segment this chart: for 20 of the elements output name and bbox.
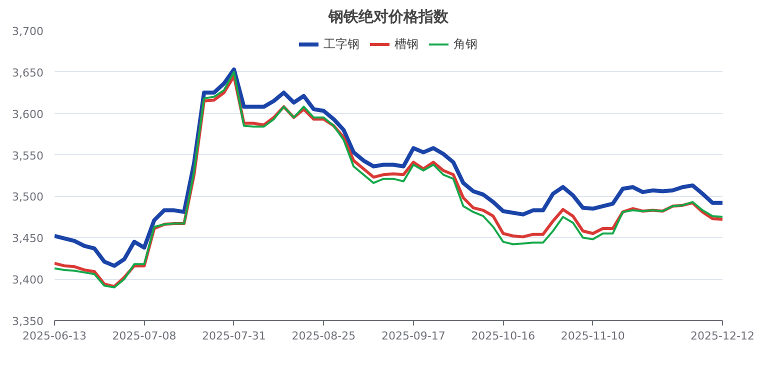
x-tick-label: 2025-09-17: [381, 330, 446, 342]
legend-label: 槽钢: [394, 36, 418, 52]
y-tick-label: 3,400: [12, 274, 44, 287]
y-tick-label: 3,350: [12, 315, 44, 328]
y-tick-label: 3,600: [12, 108, 44, 121]
x-tick-label: 2025-08-25: [292, 330, 356, 342]
legend-label: 工字钢: [324, 36, 360, 52]
y-tick-label: 3,550: [12, 149, 44, 162]
chart-title: 钢铁绝对价格指数: [328, 8, 450, 26]
y-tick-label: 3,700: [12, 25, 44, 38]
y-tick-label: 3,500: [12, 190, 44, 204]
x-tick-label: 2025-07-08: [112, 330, 176, 342]
x-tick-label: 2025-11-10: [560, 330, 625, 342]
y-tick-label: 3,650: [12, 66, 44, 80]
legend-label: 角钢: [454, 36, 478, 52]
y-tick-label: 3,450: [12, 232, 44, 246]
x-tick-label: 2025-10-16: [471, 330, 536, 342]
x-tick-label: 2025-12-12: [690, 330, 754, 342]
x-tick-label: 2025-06-13: [22, 330, 86, 342]
x-tick-label: 2025-07-31: [202, 330, 266, 342]
